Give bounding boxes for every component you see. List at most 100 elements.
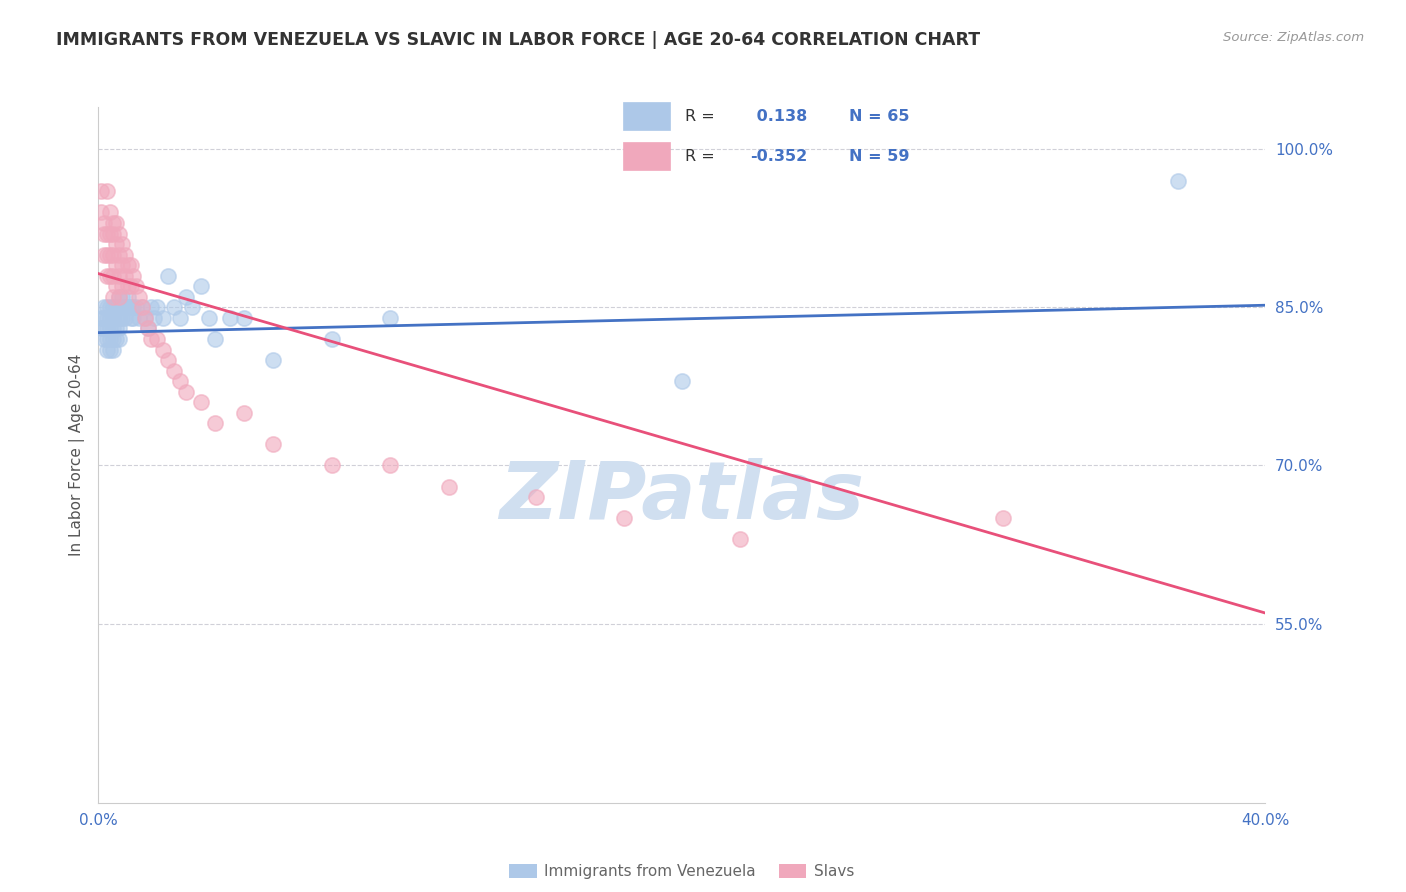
Point [612, 511, 634, 525]
Point [96, 247, 118, 261]
Point [146, 301, 169, 315]
Point [98, 310, 121, 325]
Point [108, 301, 131, 315]
Point [524, 490, 547, 504]
Point [174, 384, 197, 399]
Point [169, 310, 191, 325]
Point [104, 301, 127, 315]
Point [198, 310, 221, 325]
Point [93, 332, 115, 346]
Point [98, 268, 121, 283]
Point [98, 321, 121, 335]
Point [125, 279, 148, 293]
Point [117, 279, 139, 293]
Point [120, 279, 142, 293]
Point [114, 310, 136, 325]
Text: ZIPatlas: ZIPatlas [499, 458, 865, 536]
Point [139, 301, 162, 315]
Point [117, 290, 139, 304]
Point [104, 321, 127, 335]
Point [93, 321, 115, 335]
Point [96, 268, 118, 283]
Point [163, 363, 186, 377]
Point [134, 310, 156, 325]
Text: N = 65: N = 65 [849, 109, 910, 124]
Point [111, 237, 134, 252]
Point [321, 458, 343, 473]
Point [321, 332, 343, 346]
Text: 0.138: 0.138 [751, 109, 807, 124]
Point [218, 310, 240, 325]
Point [101, 247, 124, 261]
Point [378, 310, 402, 325]
Point [90, 310, 112, 325]
Point [108, 332, 131, 346]
Point [152, 310, 174, 325]
Point [190, 279, 212, 293]
Point [98, 227, 121, 241]
Point [111, 310, 134, 325]
Point [104, 237, 127, 252]
Point [378, 458, 402, 473]
Point [98, 301, 121, 315]
Point [128, 290, 150, 304]
Point [174, 290, 197, 304]
Point [136, 321, 159, 335]
Point [131, 301, 153, 315]
Point [108, 227, 131, 241]
Point [96, 310, 118, 325]
Point [204, 332, 226, 346]
Text: IMMIGRANTS FROM VENEZUELA VS SLAVIC IN LABOR FORCE | AGE 20-64 CORRELATION CHART: IMMIGRANTS FROM VENEZUELA VS SLAVIC IN L… [56, 31, 980, 49]
Point [728, 533, 751, 547]
Point [90, 185, 112, 199]
Point [108, 290, 131, 304]
Point [108, 290, 131, 304]
Legend: Immigrants from Venezuela, Slavs: Immigrants from Venezuela, Slavs [503, 858, 860, 886]
Point [101, 268, 124, 283]
FancyBboxPatch shape [623, 103, 671, 130]
Point [90, 205, 112, 219]
Point [134, 310, 156, 325]
Point [111, 258, 134, 272]
Point [262, 353, 284, 368]
Point [114, 268, 136, 283]
Point [98, 332, 121, 346]
Point [108, 268, 131, 283]
Point [136, 321, 159, 335]
Point [142, 310, 165, 325]
Point [104, 279, 127, 293]
Point [262, 437, 284, 451]
Point [101, 321, 124, 335]
Point [131, 301, 153, 315]
Point [125, 301, 148, 315]
Point [152, 343, 174, 357]
Point [96, 185, 118, 199]
Point [96, 301, 118, 315]
Point [157, 268, 180, 283]
Point [233, 406, 256, 420]
Point [111, 279, 134, 293]
Point [96, 321, 118, 335]
Point [101, 216, 124, 230]
Point [122, 268, 145, 283]
Point [104, 310, 127, 325]
Point [93, 227, 115, 241]
Point [104, 258, 127, 272]
Point [437, 479, 460, 493]
Text: N = 59: N = 59 [849, 149, 910, 164]
Point [122, 310, 145, 325]
Point [101, 301, 124, 315]
Point [104, 332, 127, 346]
Point [101, 227, 124, 241]
Text: R =: R = [685, 149, 720, 164]
Point [104, 216, 127, 230]
Point [671, 374, 693, 388]
Text: R =: R = [685, 109, 720, 124]
Point [93, 216, 115, 230]
Point [120, 310, 142, 325]
Point [169, 374, 191, 388]
Point [117, 301, 139, 315]
Point [101, 310, 124, 325]
Point [101, 290, 124, 304]
Point [157, 353, 180, 368]
